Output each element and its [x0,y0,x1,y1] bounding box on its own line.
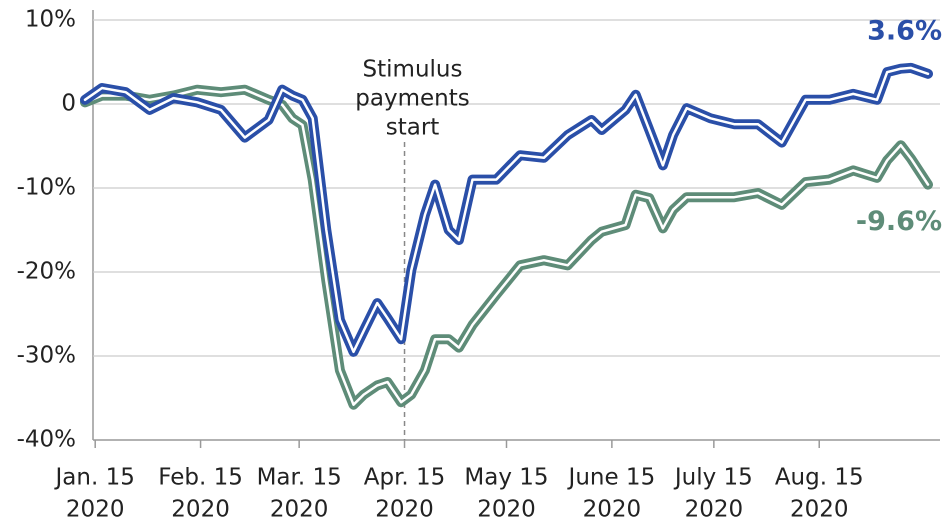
y-tick-label: 0 [61,91,76,117]
series-line [80,62,933,357]
annotation-text: Stimulus [363,57,463,83]
y-tick-label: -10% [17,175,76,201]
y-tick-label: -40% [17,427,76,453]
end-label: 3.6% [867,15,942,46]
x-tick-label: 2020 [583,497,642,523]
x-tick-label: Aug. 15 [775,465,864,491]
x-tick-label: May 15 [464,465,548,491]
x-tick-label: Jan. 15 [54,465,135,491]
x-tick-label: Apr. 15 [364,465,446,491]
x-tick-label: 2020 [790,497,849,523]
y-tick-label: -30% [17,343,76,369]
series-line [80,84,933,410]
x-tick-label: 2020 [685,497,744,523]
series-line-highlight [83,66,930,354]
x-tick-label: 2020 [270,497,329,523]
x-tick-label: 2020 [171,497,230,523]
x-tick-label: Feb. 15 [158,465,243,491]
x-tick-label: 2020 [66,497,125,523]
x-tick-label: June 15 [567,465,656,491]
x-tick-label: Mar. 15 [257,465,342,491]
end-label: -9.6% [856,206,942,237]
series-line-highlight [83,88,930,406]
x-tick-label: 2020 [477,497,536,523]
x-tick-label: 2020 [375,497,434,523]
y-tick-label: 10% [25,7,76,33]
annotation-text: start [386,115,440,141]
annotation-text: payments [355,86,469,112]
y-tick-label: -20% [17,259,76,285]
x-tick-label: July 15 [673,465,753,491]
